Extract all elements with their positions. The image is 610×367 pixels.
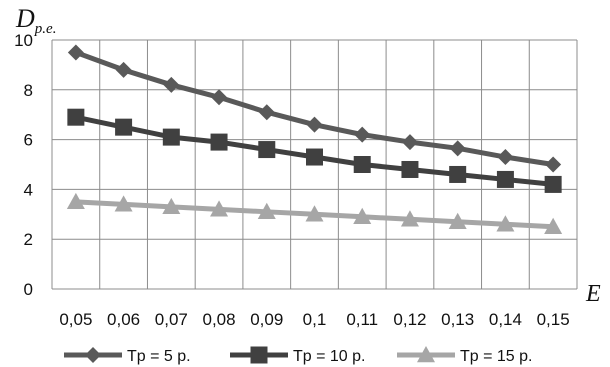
- y-tick-label: 8: [24, 81, 33, 100]
- legend-marker: [250, 346, 268, 364]
- x-tick-label: 0,07: [155, 310, 188, 329]
- data-point-2-5: [306, 148, 323, 166]
- data-point-2-4: [258, 141, 276, 159]
- y-tick-label: 2: [24, 230, 33, 249]
- data-point-1-0: [67, 44, 84, 61]
- data-point-3-10: [544, 217, 563, 234]
- data-point-2-3: [210, 133, 228, 151]
- x-tick-label: 0,13: [441, 310, 474, 329]
- legend-label: Tp = 10 р.: [293, 348, 366, 365]
- data-point-2-0: [67, 108, 85, 126]
- data-point-1-9: [497, 149, 514, 166]
- y-tick-label: 6: [24, 131, 33, 150]
- data-point-3-5: [305, 205, 324, 222]
- data-point-3-6: [353, 207, 372, 224]
- y-axis-title: Dр.е.: [15, 4, 56, 37]
- y-axis-title-main: D: [15, 4, 35, 33]
- data-point-2-2: [162, 128, 180, 146]
- data-point-1-3: [211, 89, 228, 106]
- x-tick-label: 0,08: [202, 310, 235, 329]
- x-tick-label: 0,09: [250, 310, 283, 329]
- y-tick-label: 0: [24, 280, 33, 299]
- data-point-1-2: [163, 76, 180, 93]
- y-axis-title-sub: р.е.: [34, 21, 57, 37]
- legend: Tp = 5 р. Tp = 10 р. Tp = 15 р.: [64, 346, 533, 365]
- legend-entry-2: Tp = 10 р.: [230, 346, 366, 365]
- legend-entry-3: Tp = 15 р.: [397, 346, 533, 365]
- data-point-1-1: [115, 61, 132, 78]
- data-point-2-10: [544, 175, 562, 193]
- legend-entry-1: Tp = 5 р.: [64, 347, 191, 365]
- y-tick-label: 10: [14, 31, 33, 50]
- y-axis-ticks: 0 2 4 6 8 10: [14, 31, 33, 299]
- data-point-1-5: [306, 116, 323, 133]
- x-tick-label: 0,14: [489, 310, 522, 329]
- data-point-3-4: [257, 202, 276, 220]
- data-point-2-1: [115, 118, 133, 136]
- x-tick-label: 0,06: [107, 310, 140, 329]
- series-1: [67, 44, 562, 173]
- data-point-1-4: [258, 104, 275, 121]
- data-point-2-6: [353, 156, 371, 173]
- data-point-3-7: [400, 210, 419, 227]
- data-point-3-8: [448, 212, 467, 229]
- data-point-3-9: [496, 215, 515, 232]
- data-point-3-3: [210, 200, 229, 217]
- legend-marker: [85, 347, 101, 363]
- x-tick-label: 0,12: [393, 310, 426, 329]
- data-point-3-0: [66, 192, 85, 210]
- series-group: [66, 44, 563, 234]
- series-3: [66, 192, 563, 234]
- x-axis-title: E: [585, 281, 601, 307]
- data-point-3-1: [114, 195, 133, 212]
- x-tick-label: 0,15: [537, 310, 570, 329]
- data-point-1-7: [401, 134, 418, 151]
- x-tick-label: 0,1: [303, 310, 327, 329]
- data-point-3-2: [162, 197, 181, 215]
- y-tick-label: 4: [24, 180, 33, 199]
- data-point-2-9: [496, 170, 514, 188]
- legend-label: Tp = 5 р.: [127, 348, 191, 365]
- data-point-2-8: [449, 165, 467, 183]
- x-axis-ticks: 0,05 0,06 0,07 0,08 0,09 0,1 0,11 0,12 0,13 0,14 0…: [59, 310, 569, 329]
- data-point-2-7: [401, 160, 419, 178]
- data-point-1-10: [545, 156, 562, 173]
- x-tick-label: 0,11: [346, 310, 378, 329]
- data-point-1-6: [354, 126, 371, 143]
- x-tick-label: 0,05: [59, 310, 92, 329]
- legend-label: Tp = 15 р.: [460, 348, 533, 365]
- legend-marker: [417, 346, 435, 363]
- series-2: [67, 108, 562, 193]
- data-point-1-8: [449, 140, 466, 157]
